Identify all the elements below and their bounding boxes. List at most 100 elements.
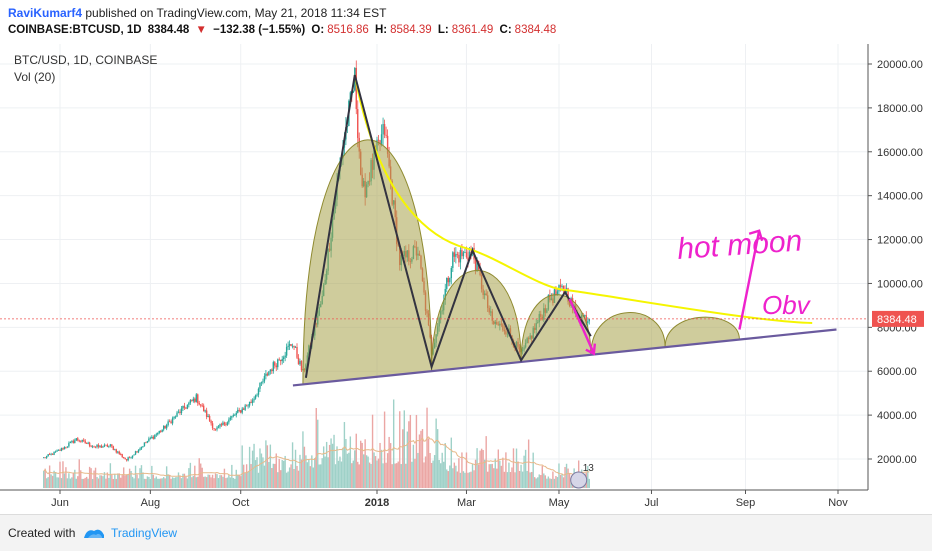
candle-body <box>53 451 55 455</box>
chart-area[interactable]: hot moon Obv 20000.00 18000.00 16000.00 1400… <box>0 44 932 514</box>
volume-bar <box>45 478 48 488</box>
candle-body <box>137 449 140 453</box>
volume-bar <box>559 474 562 488</box>
volume-bar <box>176 477 178 488</box>
candle-body <box>78 440 80 442</box>
candle-body <box>262 381 264 383</box>
candle-body <box>45 456 48 458</box>
candle-body <box>103 444 106 447</box>
volume-bar <box>314 457 316 488</box>
volume-bar <box>455 465 457 488</box>
volume-bar <box>155 476 157 488</box>
candle-body <box>91 446 94 448</box>
volume-bar <box>134 465 137 488</box>
candle-body <box>297 357 300 365</box>
candle-body <box>584 315 586 317</box>
candle-body <box>455 254 457 257</box>
candle-body <box>198 403 200 405</box>
candle-body <box>210 420 212 424</box>
volume-bar <box>441 452 443 488</box>
cup-arc <box>590 312 666 356</box>
symbol-label[interactable]: COINBASE:BTCUSD, 1D <box>8 24 142 36</box>
candle-body <box>271 369 273 372</box>
volume-bar <box>540 475 542 488</box>
volume-bar <box>392 399 395 488</box>
candle-body <box>567 288 569 302</box>
candle-body <box>293 345 295 348</box>
events-flag[interactable]: 13 <box>570 463 595 489</box>
volume-bar <box>505 452 507 488</box>
volume-bar <box>200 463 202 488</box>
candle-body <box>219 424 221 427</box>
last-price: 8384.48 <box>147 24 190 36</box>
volume-bar <box>487 471 489 488</box>
candle-body <box>115 449 117 453</box>
candle-body <box>168 421 171 423</box>
candle-body <box>134 451 137 455</box>
volume-bar <box>160 478 162 488</box>
volume-bar <box>51 475 54 488</box>
high-label: H: <box>374 24 388 36</box>
volume-bar <box>177 472 180 488</box>
candle-body <box>265 373 267 377</box>
candle-body <box>377 139 380 141</box>
candle-body <box>65 446 67 448</box>
volume-bar <box>235 469 237 488</box>
volume-bar <box>502 457 504 488</box>
volume-bar <box>300 459 303 488</box>
close-value: 8384.48 <box>514 24 557 36</box>
open-label: O: <box>311 24 325 36</box>
volume-bar <box>207 474 209 488</box>
candle-body <box>459 250 462 263</box>
volume-bar <box>231 464 233 488</box>
candle-body <box>90 445 92 447</box>
candle-body <box>275 365 277 368</box>
volume-bar <box>426 407 428 488</box>
volume-bar <box>499 460 501 488</box>
candle-body <box>96 444 98 447</box>
volume-bar <box>527 439 530 488</box>
volume-bar <box>136 474 138 488</box>
volume-bar <box>396 463 398 488</box>
volume-bar <box>53 470 55 488</box>
author-link[interactable]: RaviKumarf4 <box>8 6 83 20</box>
volume-bar <box>124 475 126 488</box>
volume-bar <box>400 464 402 488</box>
candle-body <box>250 401 252 403</box>
volume-bar <box>482 450 484 488</box>
candle-body <box>59 450 61 451</box>
candle-body <box>266 373 269 376</box>
candle-body <box>83 439 85 441</box>
high-value: 8584.39 <box>390 24 432 36</box>
candle-body <box>213 428 215 429</box>
volume-bar <box>411 461 413 488</box>
volume-bar <box>59 461 61 488</box>
volume-bar <box>418 434 421 488</box>
volume-bar <box>83 478 85 488</box>
volume-bar <box>524 449 527 488</box>
volume-bar <box>409 414 412 488</box>
volume-bar <box>474 459 477 488</box>
tradingview-logo-icon[interactable] <box>82 524 106 542</box>
candle-body <box>444 288 446 301</box>
volume-bar <box>56 477 58 488</box>
volume-bar <box>133 478 135 488</box>
y-tick-label: 20000.00 <box>877 59 923 71</box>
volume-bar <box>371 414 374 488</box>
volume-bar <box>205 477 208 488</box>
volume-bar <box>90 468 92 488</box>
candle-body <box>253 398 255 401</box>
publish-info: RaviKumarf4 published on TradingView.com… <box>8 6 386 20</box>
volume-bar <box>403 410 405 488</box>
candle-body <box>157 432 159 435</box>
tradingview-brand-link[interactable]: TradingView <box>111 526 178 540</box>
volume-bar <box>456 471 459 488</box>
volume-bar <box>188 468 190 488</box>
x-tick-label: Nov <box>828 497 848 509</box>
candle-body <box>241 408 243 413</box>
volume-bar <box>427 438 430 488</box>
volume-bar <box>550 478 553 488</box>
volume-bar <box>122 467 125 488</box>
volume-bar <box>468 472 471 488</box>
